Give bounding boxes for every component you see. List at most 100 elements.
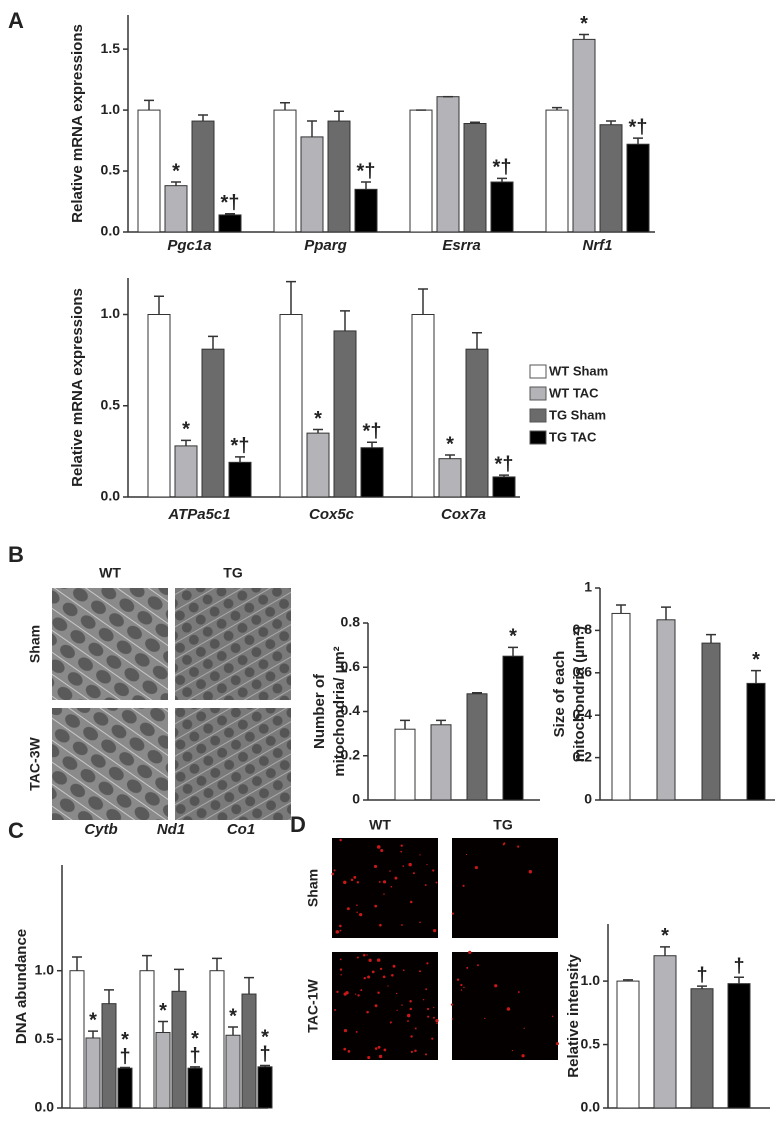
bar [463,123,487,233]
fluorescence-dot [426,863,428,866]
y-tick-label: 0.4 [341,702,361,718]
fluorescence-dot [426,1007,430,1011]
fluorescence-dot [356,956,359,959]
micrograph [175,708,291,820]
fluorescence-dot [366,954,368,956]
bar [690,988,714,1109]
error-bar [470,121,480,124]
fluorescence-dot [333,869,336,872]
bar [746,682,766,801]
annotation: † [733,956,744,978]
error-bar [660,946,670,956]
y-tick-label: 0.0 [101,223,121,239]
y-tick-label: 0.6 [573,664,593,680]
bar [327,120,351,233]
fluorescence-dot [362,953,366,957]
fluorescence-dot [435,1019,439,1023]
bar [411,314,435,498]
fluorescence-dot [394,876,398,880]
annotation: * [182,419,190,441]
x-tick-label: Pgc1a [167,237,211,254]
fluorescence-dot [409,1000,412,1003]
bar [101,1003,117,1109]
fluorescence-dot [339,958,342,961]
fluorescence-image [452,838,558,938]
fluorescence-dot [435,881,438,884]
fluorescence-dot [407,1020,409,1022]
bar [438,458,462,498]
fluorescence-dot [371,970,375,974]
fluorescence-dot [347,1050,351,1053]
bar [187,1067,203,1109]
fluorescence-dot [408,862,412,867]
error-bar [212,957,222,971]
error-bar [400,719,410,730]
error-bar [706,633,716,644]
error-bar [579,33,589,40]
x-tick-label: Cox7a [441,506,486,523]
error-bar [104,989,114,1004]
annotation: † [696,964,707,986]
annotation: † [259,1044,270,1066]
error-bar [734,976,744,984]
annotation: * [580,13,588,35]
y-tick-label: 0.8 [341,614,361,630]
fluorescence-dot [555,1042,559,1046]
annotation: *† [231,435,250,457]
error-bar [497,177,507,183]
fluorescence-dot [465,853,468,856]
bar [174,445,198,498]
y-tick-label: 0.6 [341,658,361,674]
bar [626,143,650,233]
fluorescence-dot [380,848,384,853]
bar [492,476,516,498]
fluorescence-dot [389,1021,392,1024]
fluorescence-dot [419,854,421,856]
image-column-label: WT [369,817,391,833]
fluorescence-dot [387,985,389,987]
bar [241,993,257,1109]
bar [139,970,155,1109]
error-bar [361,181,371,190]
annotation: * [314,408,322,430]
fluorescence-dot [401,924,403,926]
x-tick-label: Nd1 [157,821,185,838]
fluorescence-dot [339,929,342,932]
fluorescence-dot [374,1004,378,1008]
error-bar [616,604,626,614]
fluorescence-images [332,838,558,1060]
panel-label: A [8,8,24,33]
fluorescence-dot [400,850,403,853]
legend-label: WT TAC [549,385,599,400]
fluorescence-dot [378,881,381,883]
y-tick-label: 0.0 [101,488,121,504]
y-tick-label: 1.5 [101,40,121,56]
error-bar [225,212,235,215]
fluorescence-dot [424,1053,428,1056]
bar [502,655,524,801]
fluorescence-dot [339,838,342,842]
fluorescence-dot [374,1047,378,1050]
annotation: * [752,649,760,671]
error-bar [445,454,455,459]
annotation: * [261,1027,269,1049]
y-tick-label: 0.5 [581,1035,601,1051]
bar [490,181,514,233]
fluorescence-dot [426,962,429,965]
fluorescence-dot [382,880,387,884]
error-bar [171,181,181,186]
bar [147,314,171,498]
bar [137,109,161,233]
fluorescence-dot [460,983,463,987]
fluorescence-dot [396,1009,398,1012]
legend-label: TG TAC [549,429,597,444]
error-bar [181,439,191,446]
x-tick-label: Esrra [442,237,480,254]
micrograph [52,708,168,820]
x-tick-label: Cox5c [309,506,355,523]
fluorescence-dot [406,1013,411,1018]
fluorescence-dot [463,986,465,989]
fluorescence-dot [374,864,378,868]
fluorescence-dot [432,869,435,872]
fluorescence-dot [376,845,381,849]
